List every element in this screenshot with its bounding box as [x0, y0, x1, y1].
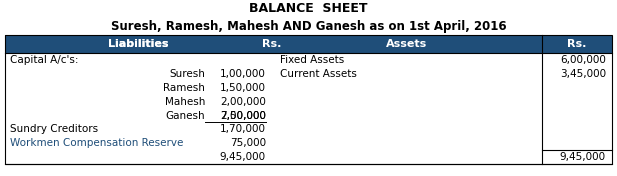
Text: 75,000: 75,000	[230, 138, 266, 148]
Text: Suresh: Suresh	[169, 69, 205, 79]
Text: Liabilities: Liabilities	[108, 39, 169, 49]
Text: 9,45,000: 9,45,000	[560, 152, 606, 162]
Text: Rs.: Rs.	[262, 39, 282, 49]
Text: Suresh, Ramesh, Mahesh AND Ganesh as on 1st April, 2016: Suresh, Ramesh, Mahesh AND Ganesh as on …	[110, 20, 507, 33]
Text: Workmen Compensation Reserve: Workmen Compensation Reserve	[10, 138, 183, 148]
Text: Ganesh: Ganesh	[165, 111, 205, 121]
Text: BALANCE  SHEET: BALANCE SHEET	[249, 2, 368, 15]
Text: 2,00,000: 2,00,000	[220, 97, 266, 107]
Text: 9,45,000: 9,45,000	[220, 152, 266, 162]
Text: Rs.: Rs.	[567, 39, 587, 49]
Text: 1,50,000: 1,50,000	[220, 83, 266, 93]
Text: Mahesh: Mahesh	[165, 97, 205, 107]
Text: 3,45,000: 3,45,000	[560, 69, 606, 79]
Text: Sundry Creditors: Sundry Creditors	[10, 124, 98, 134]
Text: Fixed Assets: Fixed Assets	[280, 55, 344, 65]
Text: Capital A/c's:: Capital A/c's:	[10, 55, 78, 65]
Text: 6,00,000: 6,00,000	[560, 55, 606, 65]
Bar	[5, 35, 612, 54]
Text: 1,70,000: 1,70,000	[220, 124, 266, 134]
Text: 1,00,000: 1,00,000	[220, 69, 266, 79]
Text: 7,00,000: 7,00,000	[220, 111, 266, 121]
Text: Ramesh: Ramesh	[163, 83, 205, 93]
Text: Liabilities: Liabilities	[108, 39, 169, 49]
Text: Assets: Assets	[386, 39, 428, 49]
Text: Current Assets: Current Assets	[280, 69, 357, 79]
Text: 2,50,000: 2,50,000	[220, 111, 266, 121]
Bar	[5, 35, 612, 164]
